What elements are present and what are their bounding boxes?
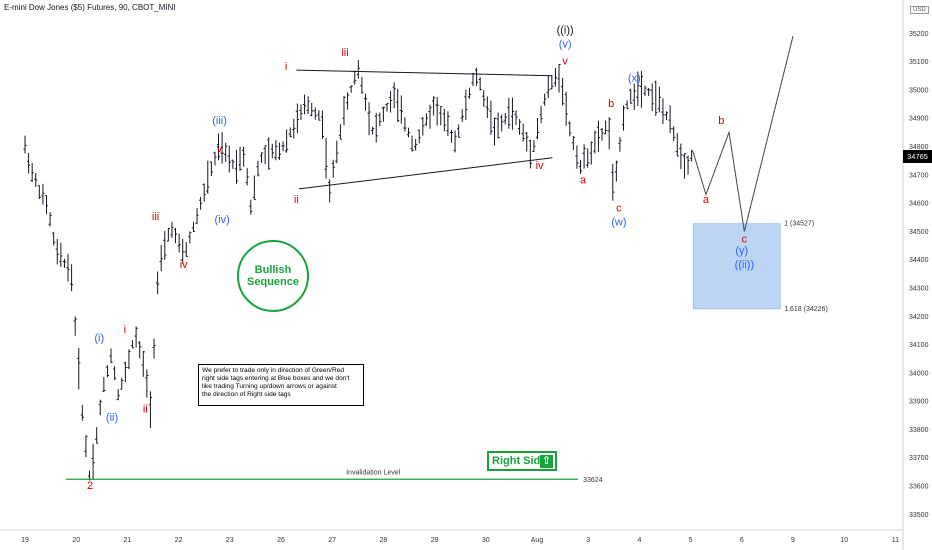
triangle-trendline	[298, 157, 553, 190]
wave-label: iii	[152, 211, 159, 223]
note-line: the direction of Right side tags	[202, 391, 291, 398]
wave-label: (i)	[94, 333, 104, 345]
wave-label: 2	[87, 480, 93, 492]
y-tick-label: 33600	[909, 484, 929, 491]
wave-label: a	[580, 174, 587, 186]
wave-label: c	[616, 203, 622, 215]
candles-group	[23, 60, 694, 481]
fib-level-1: 1 (34527)	[784, 221, 814, 228]
invalidation-label: Invalidation Level	[346, 469, 401, 476]
wave-label: (v)	[559, 38, 572, 50]
trendlines-group	[296, 69, 553, 190]
y-tick-label: 34800	[909, 144, 929, 151]
wave-label: b	[608, 98, 614, 110]
bullish-badge-line-1: Bullish	[254, 264, 292, 276]
y-tick-label: 34100	[909, 342, 929, 349]
fib-level-1618: 1.618 (34226)	[784, 306, 828, 313]
target-blue-box	[692, 223, 781, 310]
trading-note: We prefer to trade only in direction of …	[198, 364, 364, 406]
x-tick-label: 9	[791, 537, 795, 544]
y-tick-label: 33800	[909, 427, 929, 434]
wave-label: i	[285, 61, 287, 73]
y-tick-label: 34300	[909, 285, 929, 292]
y-axis-ticks[interactable]: 33500 33600 33700 33800 33900 34000 34100 34200…	[909, 31, 929, 519]
note-line: right side tags entering at Blue boxes a…	[202, 375, 350, 382]
y-tick-label: 34400	[909, 257, 929, 264]
note-line: like trading Turning up/down arrows or a…	[202, 383, 337, 390]
x-tick-label: 27	[328, 537, 336, 544]
y-tick-label: 34700	[909, 172, 929, 179]
x-tick-label: Aug	[531, 537, 544, 544]
x-tick-label: 4	[637, 537, 641, 544]
wave-label: ((ii))	[735, 259, 755, 271]
wave-label: v	[217, 143, 223, 155]
y-tick-label: 33700	[909, 455, 929, 462]
x-tick-label: 5	[689, 537, 693, 544]
x-tick-label: 23	[226, 537, 234, 544]
invalidation-value: 33624	[583, 477, 603, 484]
wave-label: iv	[180, 259, 188, 271]
triangle-trendline	[296, 69, 553, 77]
x-tick-label: 29	[431, 537, 439, 544]
current-price-tag: 34765	[903, 150, 932, 163]
y-tick-label: 35000	[909, 87, 929, 94]
x-tick-label: 3	[586, 537, 590, 544]
x-tick-label: 11	[892, 537, 899, 544]
y-tick-label: 34600	[909, 201, 929, 208]
chart-title: E-mini Dow Jones ($5) Futures, 90, CBOT_…	[4, 3, 176, 12]
currency-label[interactable]: USD	[910, 6, 929, 14]
up-arrow-icon: ⇧	[540, 455, 553, 468]
wave-label: (y)	[735, 245, 748, 257]
y-tick-label: 34900	[909, 116, 929, 123]
x-tick-label: 21	[124, 537, 132, 544]
x-tick-label: 20	[72, 537, 80, 544]
wave-label: (iii)	[212, 115, 227, 127]
x-tick-label: 10	[840, 537, 848, 544]
wave-label: ii	[143, 403, 148, 415]
x-tick-label: 30	[482, 537, 490, 544]
x-axis-ticks[interactable]: 19 20 21 22 23 26 27 28 29 30 Aug 3 4 5 6 9 10 11	[21, 537, 899, 544]
wave-label: ii	[294, 194, 299, 206]
wave-label: (ii)	[106, 412, 118, 424]
wave-label: v	[562, 55, 568, 67]
y-tick-label: 35100	[909, 59, 929, 66]
right-side-label: Right Side	[492, 455, 547, 467]
bullish-badge-line-2: Sequence	[247, 276, 299, 288]
wave-label: b	[718, 115, 724, 127]
wave-label: i	[124, 324, 126, 336]
wave-label: iii	[341, 47, 348, 59]
projection-path	[692, 36, 794, 232]
wave-label: c	[742, 234, 748, 246]
y-tick-label: 35200	[909, 31, 929, 38]
x-tick-label: 22	[175, 537, 183, 544]
wave-label: iv	[536, 160, 544, 172]
wave-label: (w)	[611, 217, 626, 229]
y-tick-label: 34500	[909, 229, 929, 236]
wave-label: ((i))	[557, 24, 574, 36]
wave-label: (iv)	[214, 214, 229, 226]
wave-label: a	[703, 194, 710, 206]
y-tick-label: 33900	[909, 399, 929, 406]
y-tick-label: 33500	[909, 512, 929, 519]
note-line: We prefer to trade only in direction of …	[202, 367, 345, 374]
y-tick-label: 34000	[909, 370, 929, 377]
wave-labels-group: 2(i)(ii)iiiiiiiv(iii)v(iv)iiiiiiiv((i))(…	[87, 24, 754, 492]
x-tick-label: 6	[740, 537, 744, 544]
x-tick-label: 26	[277, 537, 285, 544]
x-tick-label: 19	[21, 537, 29, 544]
x-tick-label: 28	[380, 537, 388, 544]
wave-label: (x)	[628, 72, 641, 84]
y-tick-label: 34200	[909, 314, 929, 321]
right-side-badge: Right Side ⇧	[487, 451, 557, 471]
bullish-sequence-badge: Bullish Sequence	[237, 240, 309, 312]
